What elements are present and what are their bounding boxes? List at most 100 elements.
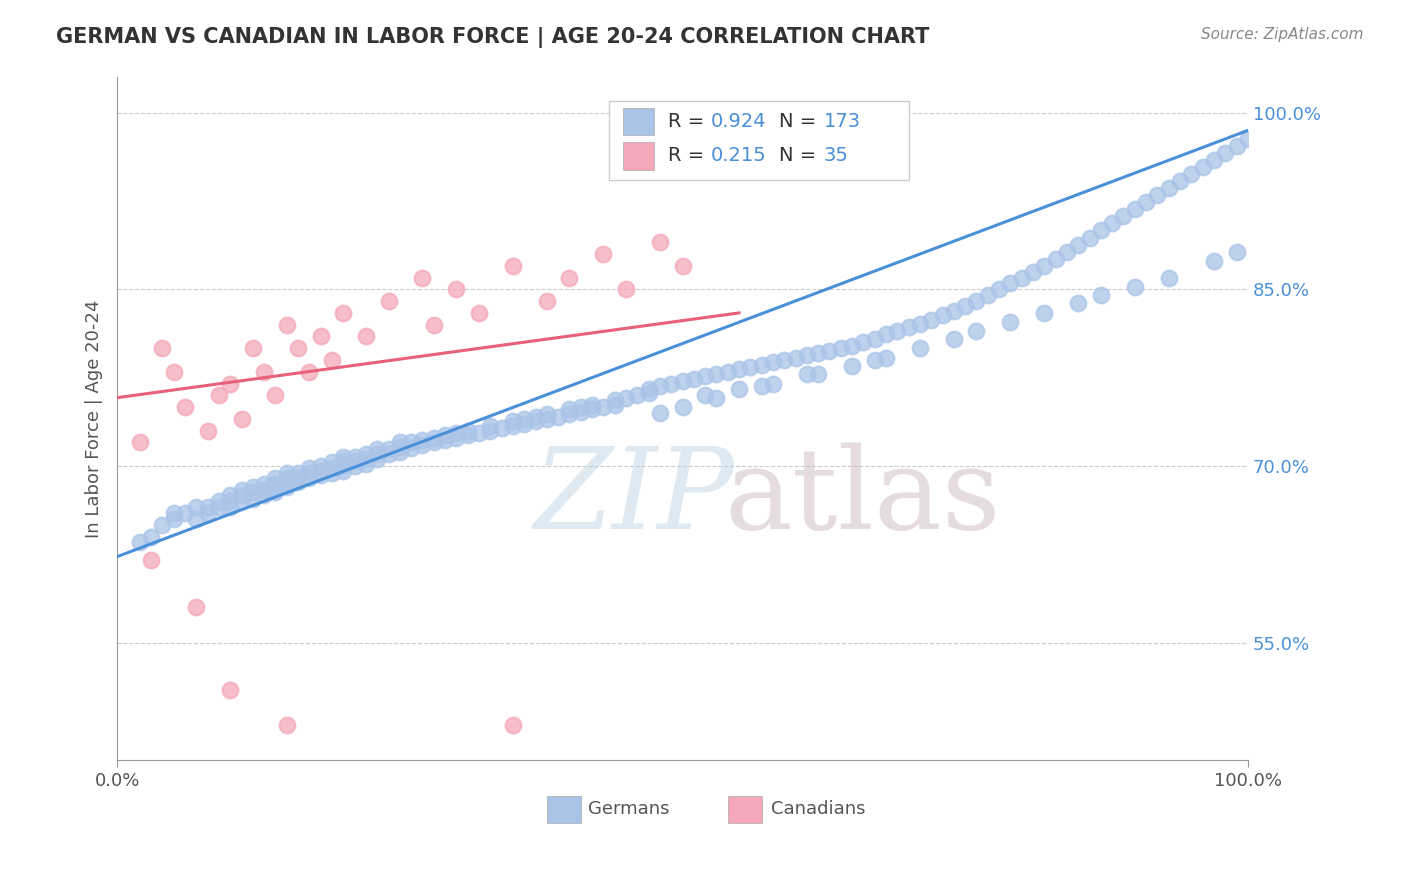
Point <box>332 454 354 468</box>
Point <box>219 682 242 697</box>
Point <box>354 329 377 343</box>
Point <box>695 388 717 402</box>
Point <box>446 431 468 445</box>
Point <box>219 376 242 391</box>
Point <box>423 435 446 450</box>
Point <box>264 484 287 499</box>
Point <box>411 433 433 447</box>
Point <box>231 494 253 508</box>
Point <box>841 339 863 353</box>
Point <box>603 398 626 412</box>
FancyBboxPatch shape <box>609 102 908 180</box>
Point <box>354 457 377 471</box>
Point <box>1000 277 1022 291</box>
Point <box>1135 195 1157 210</box>
Point <box>309 329 332 343</box>
Point <box>332 464 354 478</box>
FancyBboxPatch shape <box>623 143 654 169</box>
Point <box>163 365 186 379</box>
Point <box>377 442 399 457</box>
Point <box>309 468 332 483</box>
Point <box>446 282 468 296</box>
Point <box>953 299 976 313</box>
Point <box>908 317 931 331</box>
Point <box>457 424 479 438</box>
Text: R =: R = <box>668 112 710 131</box>
Point <box>332 450 354 464</box>
Text: N =: N = <box>779 112 823 131</box>
Point <box>897 320 920 334</box>
Text: R =: R = <box>668 146 710 166</box>
Point <box>1180 167 1202 181</box>
Point <box>219 500 242 515</box>
Point <box>479 424 502 438</box>
Point <box>785 351 807 365</box>
Point <box>592 247 614 261</box>
Point <box>581 398 603 412</box>
Point <box>614 391 637 405</box>
Point <box>253 483 276 497</box>
Point <box>648 235 671 250</box>
Point <box>558 402 581 417</box>
Point <box>276 466 298 480</box>
Point <box>558 270 581 285</box>
Point <box>1202 254 1225 268</box>
Point <box>298 471 321 485</box>
Point <box>796 348 818 362</box>
Point <box>197 424 219 438</box>
Point <box>1000 315 1022 329</box>
Point <box>988 282 1011 296</box>
Point <box>547 409 569 424</box>
Text: ZIP: ZIP <box>534 442 735 553</box>
Point <box>648 379 671 393</box>
Point <box>174 400 197 414</box>
Point <box>242 491 264 506</box>
Text: Canadians: Canadians <box>770 800 865 819</box>
Point <box>186 500 208 515</box>
Point <box>863 332 886 346</box>
Point <box>614 282 637 296</box>
Point <box>332 458 354 473</box>
Point <box>208 388 231 402</box>
Point <box>423 431 446 445</box>
Point <box>751 379 773 393</box>
Point <box>276 480 298 494</box>
Y-axis label: In Labor Force | Age 20-24: In Labor Force | Age 20-24 <box>86 300 103 538</box>
Point <box>434 433 457 447</box>
Point <box>1157 270 1180 285</box>
Point <box>1022 265 1045 279</box>
Point <box>1090 288 1112 302</box>
Point <box>863 353 886 368</box>
Point <box>343 458 366 473</box>
Point <box>388 445 411 459</box>
Point <box>219 488 242 502</box>
Point <box>886 324 908 338</box>
Point <box>1213 145 1236 160</box>
Point <box>287 341 309 355</box>
Point <box>128 435 150 450</box>
Point <box>830 341 852 355</box>
Point <box>264 476 287 491</box>
Point <box>977 288 1000 302</box>
Point <box>513 417 536 431</box>
Point <box>502 418 524 433</box>
Point <box>671 400 693 414</box>
Point <box>1225 244 1247 259</box>
Point <box>298 461 321 475</box>
Point <box>1146 188 1168 202</box>
Point <box>276 318 298 332</box>
Point <box>491 421 513 435</box>
Point <box>762 355 785 369</box>
Point <box>197 506 219 520</box>
Point <box>468 425 491 440</box>
Point <box>366 451 388 466</box>
Point <box>231 412 253 426</box>
Point <box>242 480 264 494</box>
Point <box>276 475 298 490</box>
Point <box>524 409 547 424</box>
Point <box>637 383 659 397</box>
Point <box>309 464 332 478</box>
Point <box>1123 280 1146 294</box>
FancyBboxPatch shape <box>623 108 654 136</box>
Point <box>682 372 704 386</box>
